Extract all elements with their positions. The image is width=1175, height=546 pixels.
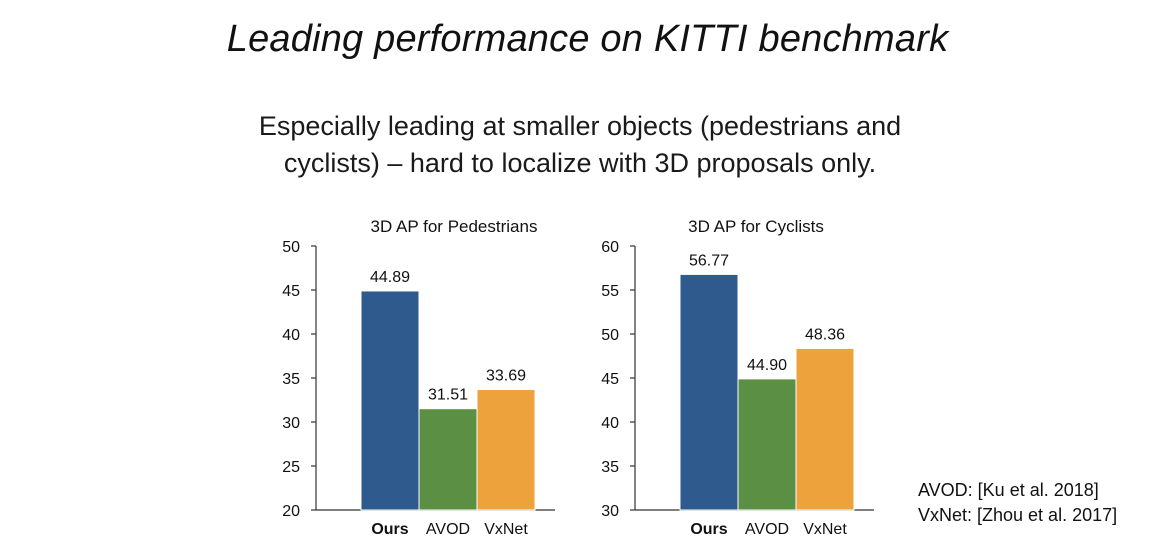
- chart2-y-tick-label: 50: [601, 327, 619, 344]
- chart1-category-label-vxnet: VxNet: [484, 521, 528, 538]
- chart2-y-tick-label: 55: [601, 283, 619, 300]
- chart1-y-tick-label: 35: [282, 371, 300, 388]
- chart1-title: 3D AP for Pedestrians: [371, 217, 538, 236]
- chart2-value-label-avod: 44.90: [747, 357, 787, 374]
- chart2-title: 3D AP for Cyclists: [688, 217, 824, 236]
- chart1-y-tick-label: 40: [282, 327, 300, 344]
- chart1-value-label-vxnet: 33.69: [486, 368, 526, 385]
- subtitle-line-2: cyclists) – hard to localize with 3D pro…: [283, 148, 877, 178]
- chart2-bar-ours: [679, 273, 739, 511]
- chart2-value-label-ours: 56.77: [689, 252, 729, 269]
- chart1-bar-vxnet: [476, 389, 536, 511]
- chart2-category-label-avod: AVOD: [745, 521, 789, 538]
- chart2-y-tick-label: 30: [601, 503, 619, 520]
- reference-vxnet: VxNet: [Zhou et al. 2017]: [918, 505, 1118, 525]
- chart2-y-tick-label: 45: [601, 371, 619, 388]
- slide-title: Leading performance on KITTI benchmark: [226, 18, 949, 60]
- subtitle: Especially leading at smaller objects (p…: [0, 108, 1160, 182]
- chart1-y-tick-label: 30: [282, 415, 300, 432]
- reference-avod: AVOD: [Ku et al. 2018]: [918, 480, 1099, 500]
- chart2-category-label-ours: Ours: [690, 521, 727, 538]
- chart2-bar-vxnet: [795, 347, 855, 511]
- chart2-y-tick-label: 60: [601, 239, 619, 256]
- chart2-category-label-vxnet: VxNet: [803, 521, 847, 538]
- chart1-y-tick-label: 25: [282, 459, 300, 476]
- chart2-bar-avod: [737, 378, 797, 511]
- references: AVOD: [Ku et al. 2018] VxNet: [Zhou et a…: [918, 478, 1117, 528]
- chart2-y-tick-label: 35: [601, 459, 619, 476]
- chart1-value-label-ours: 44.89: [370, 269, 410, 286]
- chart1-category-label-ours: Ours: [371, 521, 408, 538]
- chart2-y-tick-label: 40: [601, 415, 619, 432]
- chart1-bar-ours: [360, 290, 420, 511]
- chart1-y-tick-label: 50: [282, 239, 300, 256]
- chart1-y-tick-label: 20: [282, 503, 300, 520]
- chart1-bar-avod: [418, 408, 478, 511]
- chart1-y-tick-label: 45: [282, 283, 300, 300]
- chart2-value-label-vxnet: 48.36: [805, 326, 845, 343]
- subtitle-line-1: Especially leading at smaller objects (p…: [258, 111, 902, 141]
- chart1-category-label-avod: AVOD: [426, 521, 470, 538]
- chart1-value-label-avod: 31.51: [428, 387, 468, 404]
